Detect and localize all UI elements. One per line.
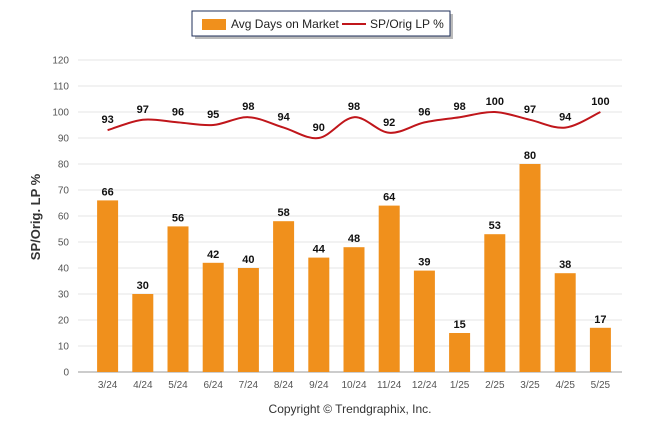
y-tick-label: 90: [58, 134, 70, 145]
bar-data-label: 64: [383, 192, 396, 204]
line-data-label: 98: [242, 101, 254, 113]
bar: [449, 333, 471, 372]
x-tick-label: 6/24: [203, 380, 223, 391]
line-data-label: 100: [591, 96, 609, 108]
bar: [132, 294, 154, 372]
y-tick-label: 40: [58, 264, 70, 275]
legend-bar-swatch: [202, 19, 226, 30]
bar: [237, 268, 259, 372]
bar: [554, 273, 576, 372]
x-tick-label: 9/24: [309, 380, 329, 391]
line-data-label: 100: [486, 96, 504, 108]
x-tick-label: 1/25: [450, 380, 470, 391]
bar: [97, 200, 119, 372]
bar: [202, 262, 224, 372]
bar-data-label: 56: [172, 212, 184, 224]
line-data-label: 93: [101, 114, 113, 126]
bar: [273, 221, 295, 372]
line-data-label: 98: [453, 101, 465, 113]
line-data-label: 97: [524, 104, 536, 116]
bar-data-label: 53: [489, 220, 501, 232]
bar-data-label: 80: [524, 150, 536, 162]
bar-series: 66 30 56 42 40 58 44 48 64 39 15 53 80 38 17: [97, 150, 611, 372]
line-data-label: 98: [348, 101, 360, 113]
line-data-label: 95: [207, 109, 219, 121]
y-tick-label: 60: [58, 212, 70, 223]
bar-data-label: 40: [242, 254, 254, 266]
x-tick-label: 3/24: [98, 380, 118, 391]
bar: [484, 234, 506, 372]
bar: [519, 164, 541, 372]
bar-data-label: 42: [207, 249, 219, 261]
x-tick-label: 5/25: [591, 380, 611, 391]
line-data-label: 92: [383, 117, 395, 129]
line-data-label: 90: [313, 122, 325, 134]
y-tick-label: 20: [58, 316, 70, 327]
legend-bar-label: Avg Days on Market: [231, 17, 339, 31]
legend-box: [191, 10, 451, 37]
bar-data-label: 48: [348, 233, 360, 245]
bar: [308, 257, 330, 372]
bar-data-label: 66: [101, 186, 113, 198]
bar: [413, 270, 435, 372]
x-tick-label: 8/24: [274, 380, 294, 391]
x-tick-label: 2/25: [485, 380, 505, 391]
y-tick-label: 80: [58, 160, 70, 171]
legend: Avg Days on Market SP/Orig LP %: [191, 10, 453, 39]
bar: [589, 327, 611, 372]
bar-data-label: 30: [137, 280, 149, 292]
y-tick-label: 70: [58, 186, 70, 197]
bar-data-label: 38: [559, 259, 571, 271]
y-axis-label: SP/Orig. LP %: [28, 173, 43, 260]
x-tick-label: 12/24: [412, 380, 437, 391]
x-tick-label: 10/24: [341, 380, 366, 391]
bar-data-label: 58: [277, 207, 289, 219]
bar-data-label: 39: [418, 257, 430, 269]
legend-line-label: SP/Orig LP %: [370, 17, 444, 31]
bar: [378, 205, 400, 372]
x-tick-label: 4/24: [133, 380, 153, 391]
bar-data-label: 44: [313, 244, 326, 256]
y-tick-label: 100: [52, 108, 69, 119]
y-tick-label: 10: [58, 342, 70, 353]
line-data-label: 96: [172, 106, 184, 118]
line-path: [107, 110, 601, 140]
y-tick-label: 0: [63, 368, 69, 379]
bar-data-label: 15: [453, 319, 465, 331]
y-tick-label: 110: [53, 82, 69, 93]
x-tick-label: 5/24: [168, 380, 188, 391]
x-tick-label: 11/24: [377, 380, 402, 391]
line-data-label: 94: [277, 112, 290, 124]
x-tick-label: 4/25: [555, 380, 575, 391]
x-tick-label: 3/25: [520, 380, 540, 391]
y-tick-label: 50: [58, 238, 70, 249]
line-data-label: 94: [559, 112, 572, 124]
x-tick-labels: 3/24 4/24 5/24 6/24 7/24 8/24 9/24 10/24 11/24 12…: [98, 380, 611, 391]
line-series: 93 97 96 95 98 94 90 98 92 96 98 100 97 94 100: [101, 96, 610, 140]
y-tick-label: 30: [58, 290, 70, 301]
bar: [167, 226, 189, 372]
copyright-text: Copyright © Trendgraphix, Inc.: [269, 402, 432, 416]
y-tick-label: 120: [52, 56, 69, 67]
line-data-label: 97: [137, 104, 149, 116]
line-data-label: 96: [418, 106, 430, 118]
x-tick-label: 7/24: [239, 380, 259, 391]
bar-data-label: 17: [594, 314, 606, 326]
y-tick-labels: 0 10 20 30 40 50 60 70 80 90 100 110 120: [52, 56, 69, 379]
bar: [343, 247, 365, 372]
